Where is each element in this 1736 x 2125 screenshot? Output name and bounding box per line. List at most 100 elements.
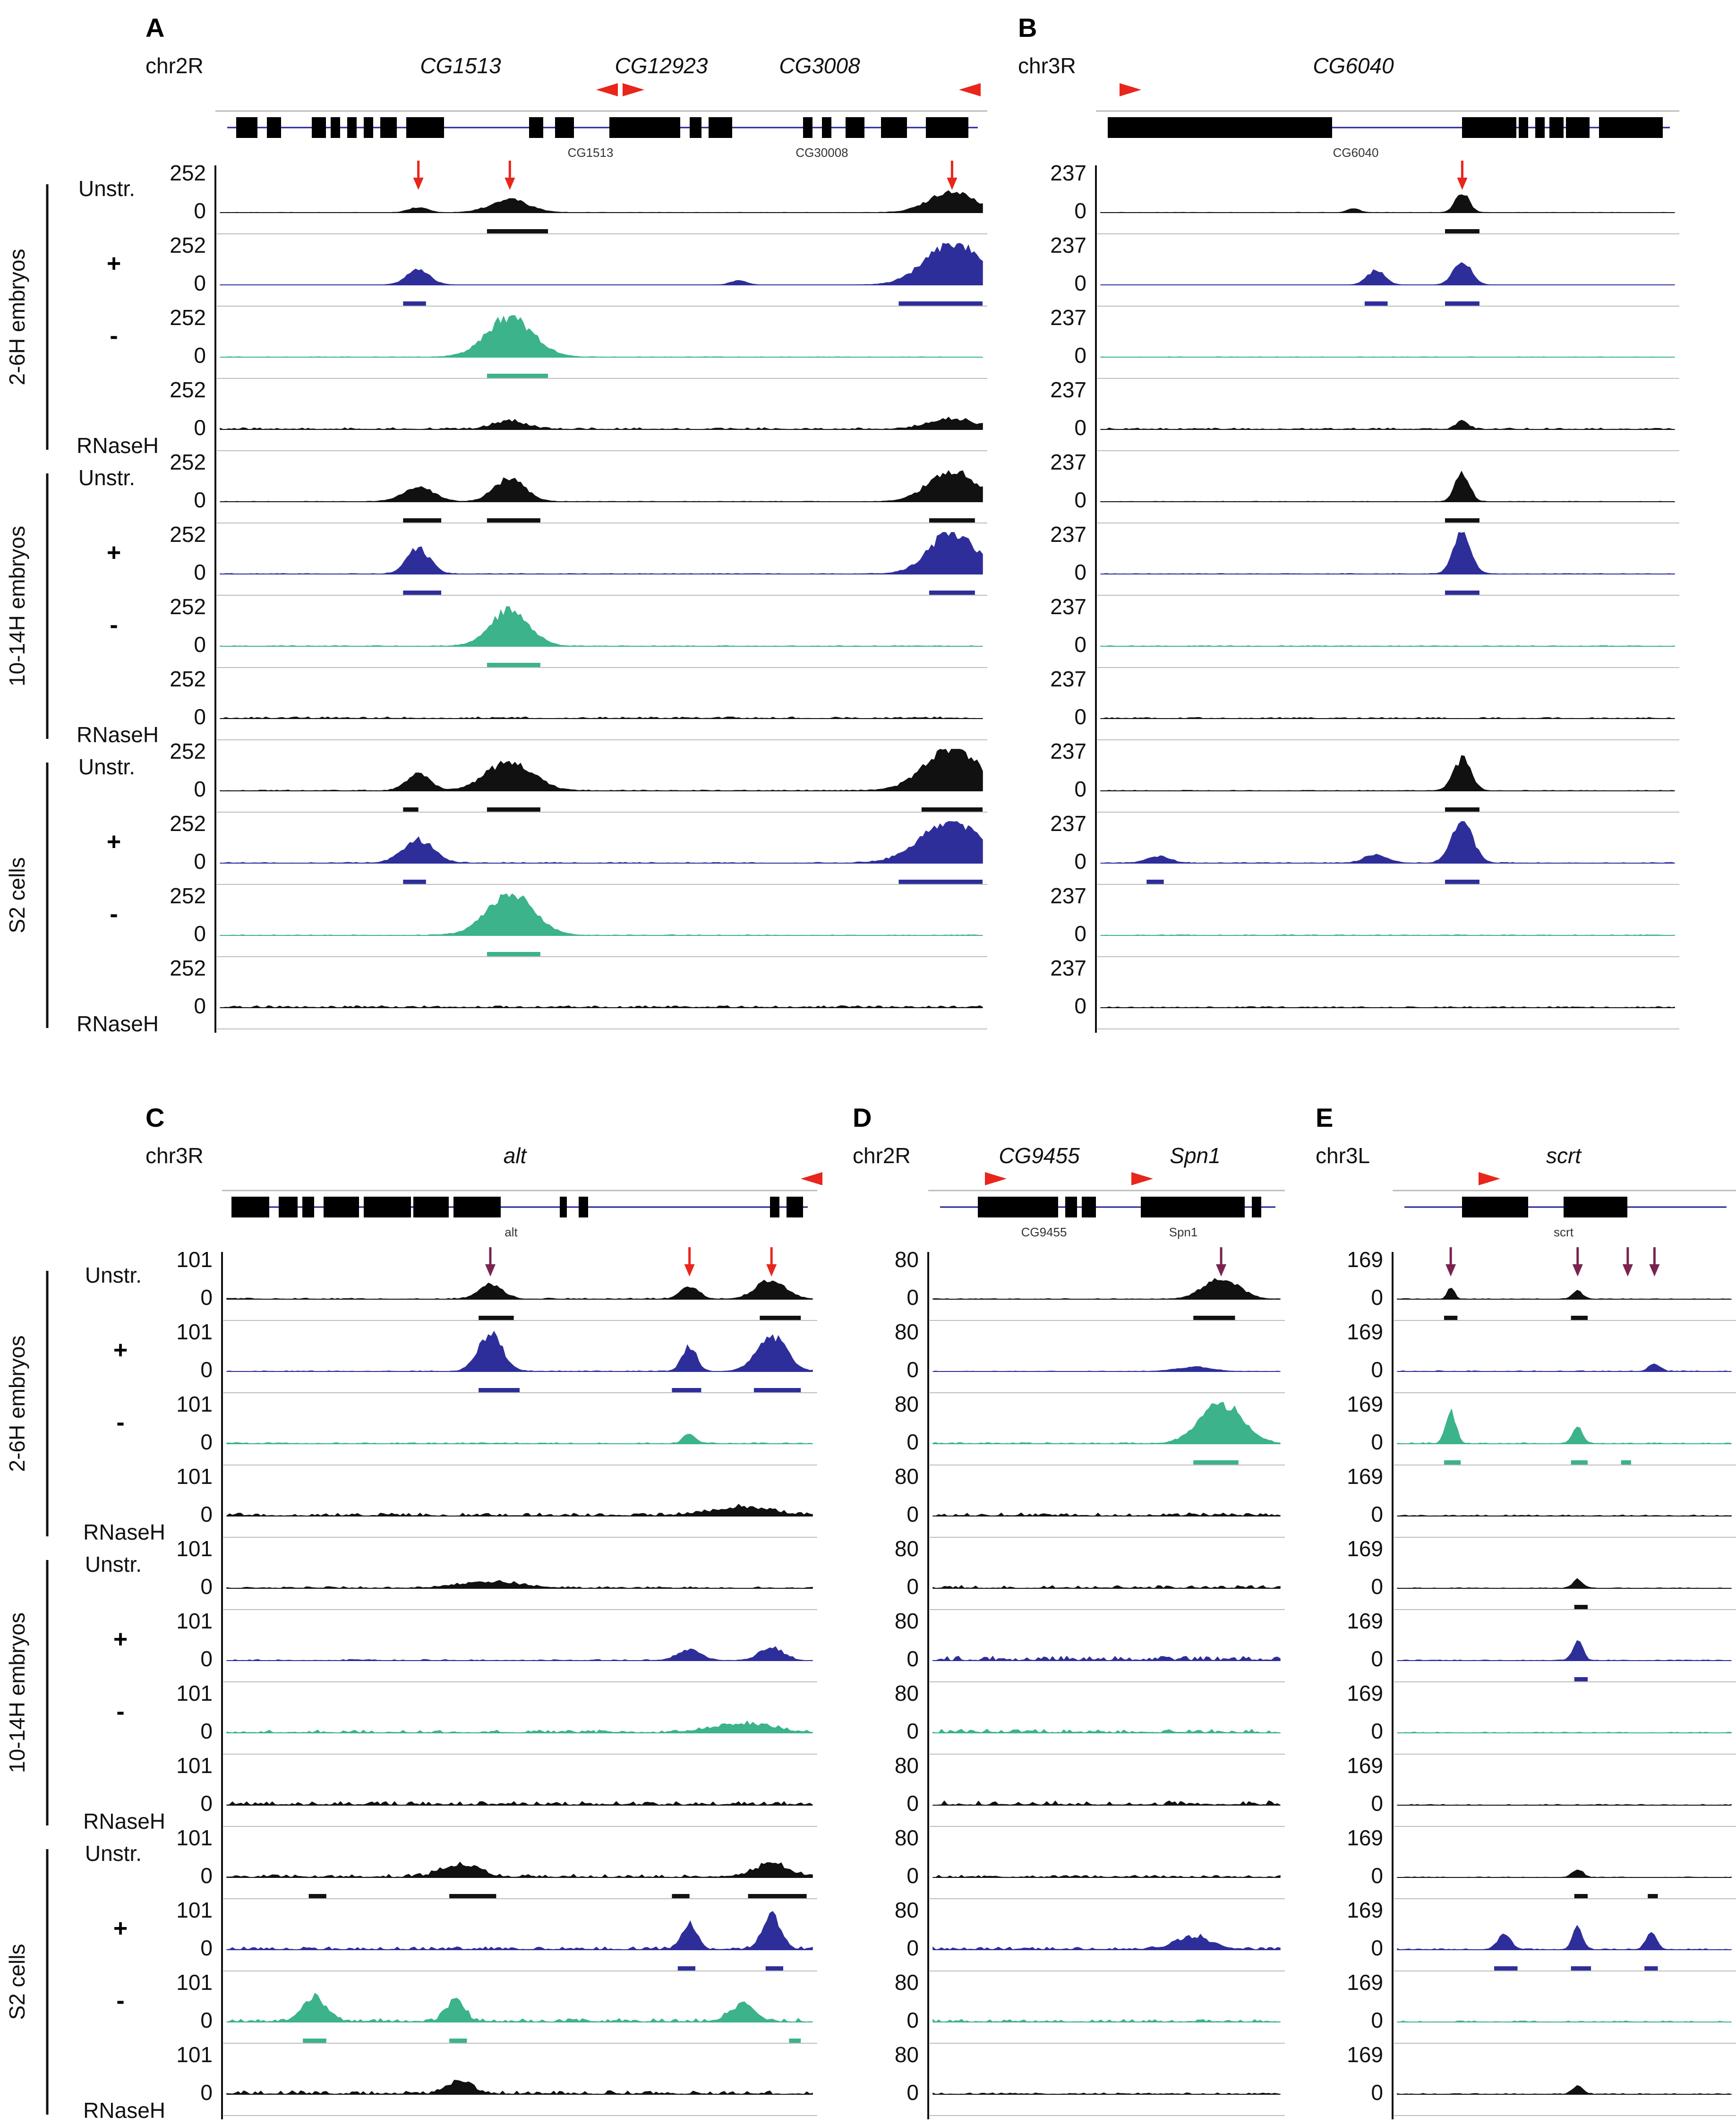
scale-max-label: 237 — [1050, 450, 1086, 474]
scale-zero-label: 0 — [906, 1791, 919, 1816]
peak-call-bar — [1574, 1677, 1588, 1681]
gene-exon — [413, 1197, 449, 1217]
signal-track — [1397, 1363, 1732, 1372]
peak-call-bar — [1571, 1316, 1588, 1320]
gene-exon — [978, 1197, 1058, 1217]
gene-exon — [709, 117, 732, 138]
peak-call-bar — [403, 301, 426, 306]
gene-exon — [236, 117, 257, 138]
peak-call-bar — [1648, 1894, 1658, 1898]
peak-call-bar — [898, 880, 983, 884]
strand-arrow-left-icon — [959, 83, 981, 96]
peak-call-bar — [929, 518, 975, 523]
scale-zero-label: 0 — [1371, 1646, 1383, 1671]
track-label-rnaseh: RNaseH — [83, 2098, 165, 2123]
peak-call-bar — [1445, 880, 1479, 884]
scale-max-label: 169 — [1347, 1247, 1383, 1272]
condition-label: 10-14H embryos — [5, 526, 29, 686]
scale-max-label: 80 — [895, 2042, 919, 2067]
gene-exon — [1606, 1197, 1627, 1217]
peak-call-bar — [1574, 1894, 1588, 1898]
peak-call-bar — [1444, 1460, 1461, 1465]
scale-zero-label: 0 — [906, 2008, 919, 2032]
track-label-rnaseh: RNaseH — [77, 1011, 159, 1036]
condition-label: 2-6H embryos — [5, 1336, 29, 1472]
gene-annotation: alt — [505, 1225, 518, 1239]
signal-track — [1100, 194, 1675, 213]
gene-exon — [279, 1197, 298, 1217]
peak-call-bar — [754, 1388, 801, 1392]
signal-track — [1397, 1925, 1732, 1950]
track-label-unstranded: Unstr. — [85, 1552, 142, 1577]
signal-track — [1100, 262, 1675, 285]
gene-name: CG3008 — [779, 53, 860, 78]
track-label-minus: - — [110, 322, 118, 350]
scale-max-label: 80 — [895, 1247, 919, 1272]
scale-max-label: 101 — [176, 1392, 213, 1416]
peak-call-bar — [789, 2039, 801, 2043]
scale-zero-label: 0 — [906, 1430, 919, 1454]
scale-zero-label: 0 — [194, 488, 206, 512]
gene-exon — [1462, 1197, 1519, 1217]
peak-call-bar — [1445, 301, 1479, 306]
gene-exon — [1564, 1197, 1606, 1217]
signal-track — [226, 1801, 813, 1806]
gene-annotation: CG6040 — [1333, 146, 1379, 160]
signal-track — [1397, 1287, 1732, 1300]
signal-track — [226, 1993, 813, 2023]
peak-call-bar — [1571, 1460, 1588, 1465]
scale-zero-label: 0 — [1371, 1502, 1383, 1526]
panel-letter: E — [1316, 1103, 1333, 1132]
scale-max-label: 80 — [895, 1536, 919, 1561]
scale-zero-label: 0 — [906, 1574, 919, 1599]
scale-zero-label: 0 — [200, 1719, 213, 1743]
peak-arrowhead-icon — [947, 178, 958, 190]
peak-call-bar — [1193, 1460, 1239, 1465]
track-label-minus: - — [116, 1987, 124, 2014]
peak-arrowhead-icon — [1457, 178, 1468, 190]
signal-track — [1397, 2085, 1732, 2095]
scale-max-label: 237 — [1050, 883, 1086, 908]
scale-max-label: 80 — [895, 1970, 919, 1995]
scale-max-label: 252 — [170, 956, 206, 980]
peak-call-bar — [308, 1894, 326, 1898]
peak-call-bar — [449, 2039, 467, 2043]
track-label-minus: - — [116, 1698, 124, 1725]
scale-max-label: 252 — [170, 305, 206, 330]
scale-zero-label: 0 — [906, 1936, 919, 1960]
gene-exon — [1082, 1197, 1096, 1217]
chromosome-label: chr2R — [853, 1143, 911, 1168]
peak-call-bar — [898, 301, 983, 306]
gene-exon — [406, 117, 444, 138]
signal-track — [220, 821, 983, 864]
track-label-minus: - — [116, 1409, 124, 1436]
scale-zero-label: 0 — [194, 994, 206, 1018]
gene-exon — [1108, 117, 1332, 138]
signal-track — [1397, 1640, 1732, 1661]
track-label-plus: + — [113, 1915, 128, 1942]
peak-arrowhead-icon — [1216, 1264, 1227, 1277]
gene-name: Spn1 — [1170, 1143, 1220, 1168]
scale-zero-label: 0 — [1074, 415, 1086, 440]
gene-exon — [453, 1197, 501, 1217]
gene-exon — [302, 1197, 314, 1217]
scale-max-label: 80 — [895, 1825, 919, 1850]
gene-annotation: CG1513 — [568, 146, 614, 160]
signal-track — [932, 2019, 1281, 2022]
scale-zero-label: 0 — [1074, 704, 1086, 729]
signal-track — [932, 1512, 1281, 1517]
gene-exon — [1462, 117, 1516, 138]
track-label-unstranded: Unstr. — [78, 754, 135, 779]
peak-call-bar — [1494, 1966, 1518, 1971]
scale-zero-label: 0 — [1371, 1791, 1383, 1816]
scale-max-label: 101 — [176, 1898, 213, 1922]
scale-zero-label: 0 — [1371, 1574, 1383, 1599]
scale-zero-label: 0 — [200, 1502, 213, 1526]
scale-max-label: 169 — [1347, 1464, 1383, 1489]
signal-track — [220, 532, 983, 574]
scale-max-label: 237 — [1050, 377, 1086, 402]
scale-zero-label: 0 — [1074, 849, 1086, 874]
peak-arrowhead-icon — [1572, 1264, 1583, 1277]
scale-zero-label: 0 — [200, 2080, 213, 2105]
peak-call-bar — [672, 1894, 690, 1898]
